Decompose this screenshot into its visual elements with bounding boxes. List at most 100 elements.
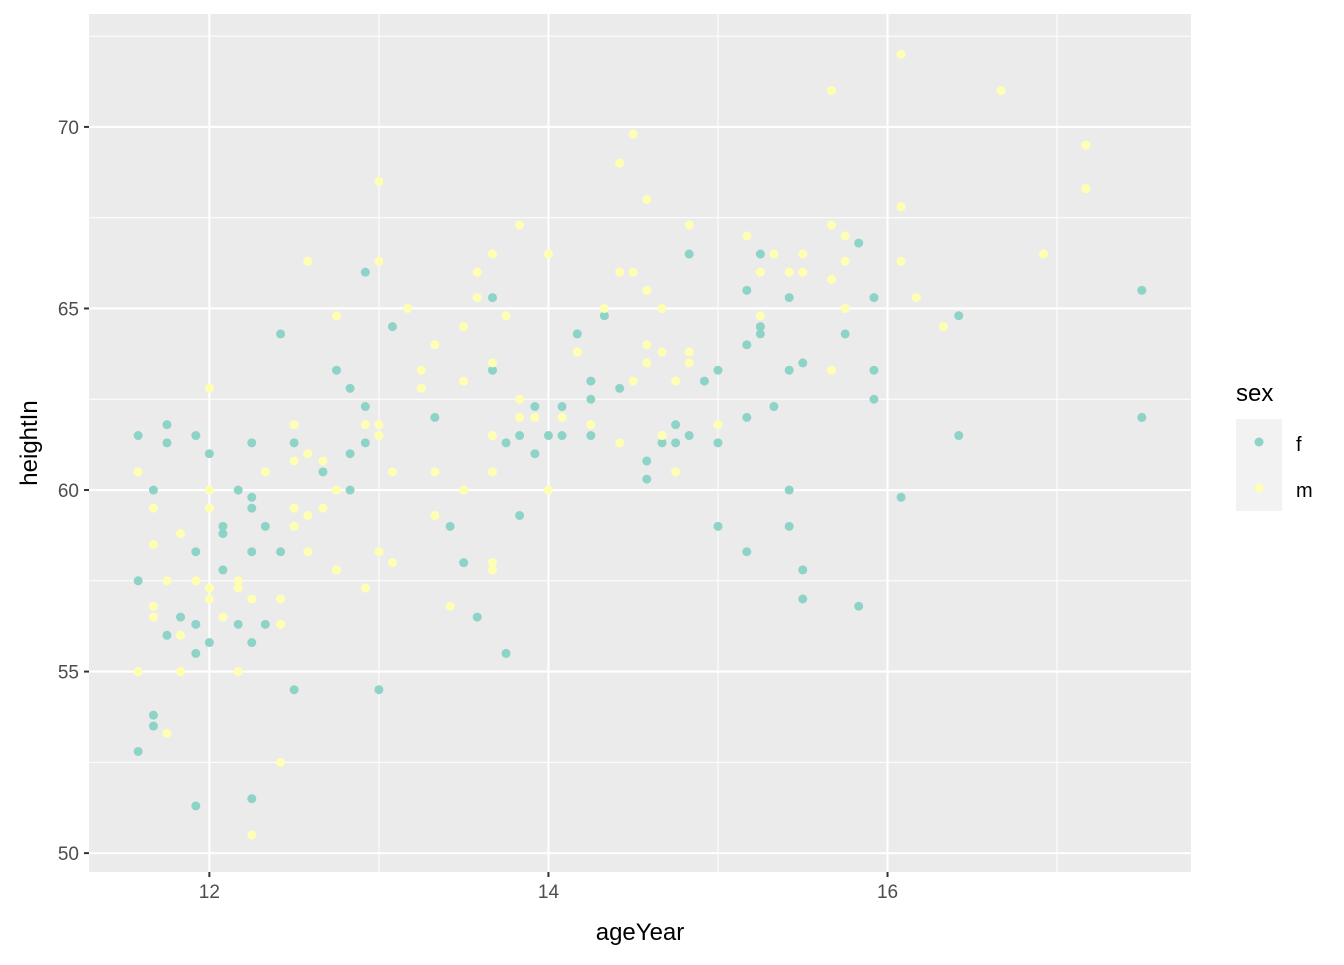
data-point-f — [162, 630, 172, 640]
data-point-m — [628, 129, 638, 139]
data-point-m — [276, 619, 286, 629]
data-point-f — [148, 485, 158, 495]
data-point-m — [755, 267, 765, 277]
data-point-m — [459, 485, 469, 495]
data-point-m — [911, 293, 921, 303]
data-point-m — [289, 420, 299, 430]
data-point-m — [233, 576, 243, 586]
data-point-m — [684, 220, 694, 230]
data-point-f — [191, 801, 201, 811]
data-point-f — [276, 329, 286, 339]
data-point-f — [133, 746, 143, 756]
data-point-m — [642, 340, 652, 350]
data-point-m — [360, 420, 370, 430]
data-point-m — [530, 412, 540, 422]
data-point-f — [586, 431, 596, 441]
data-point-m — [204, 485, 214, 495]
data-point-f — [896, 492, 906, 502]
data-point-m — [289, 456, 299, 466]
data-point-f — [247, 547, 257, 557]
legend-key-f — [1254, 437, 1264, 447]
x-tick-label: 12 — [199, 882, 220, 903]
y-tick-label: 50 — [58, 844, 79, 865]
data-point-m — [515, 220, 525, 230]
data-point-f — [515, 510, 525, 520]
data-point-f — [247, 438, 257, 448]
data-point-m — [387, 558, 397, 568]
data-point-m — [827, 220, 837, 230]
data-point-m — [557, 412, 567, 422]
data-point-m — [827, 86, 837, 96]
data-point-f — [289, 438, 299, 448]
data-point-f — [218, 521, 228, 531]
data-point-f — [642, 456, 652, 466]
data-point-m — [416, 365, 426, 375]
data-point-f — [840, 329, 850, 339]
data-point-f — [260, 521, 270, 531]
data-point-f — [798, 565, 808, 575]
data-point-m — [742, 231, 752, 241]
y-tick-label: 70 — [58, 118, 79, 139]
data-point-f — [191, 619, 201, 629]
data-point-m — [374, 176, 384, 186]
data-point-m — [260, 467, 270, 477]
data-point-m — [896, 256, 906, 266]
data-point-m — [332, 565, 342, 575]
data-point-m — [430, 510, 440, 520]
data-point-m — [1081, 184, 1091, 194]
data-point-m — [459, 376, 469, 386]
data-point-m — [488, 558, 498, 568]
data-point-m — [318, 456, 328, 466]
data-point-f — [218, 565, 228, 575]
data-point-m — [176, 529, 186, 539]
data-point-m — [671, 467, 681, 477]
data-point-f — [699, 376, 709, 386]
data-point-m — [642, 285, 652, 295]
legend-key-background — [1236, 419, 1282, 511]
data-point-m — [515, 394, 525, 404]
data-point-m — [657, 303, 667, 313]
data-point-m — [387, 467, 397, 477]
data-point-f — [204, 638, 214, 648]
data-point-m — [572, 347, 582, 357]
y-tick-label: 65 — [58, 299, 79, 320]
data-point-m — [938, 322, 948, 332]
data-point-f — [332, 365, 342, 375]
data-point-m — [615, 158, 625, 168]
data-point-m — [543, 485, 553, 495]
data-point-f — [755, 322, 765, 332]
data-point-f — [148, 710, 158, 720]
data-point-f — [501, 648, 511, 658]
data-point-f — [247, 492, 257, 502]
data-point-m — [628, 267, 638, 277]
data-point-m — [445, 601, 455, 611]
x-tick-label: 14 — [538, 882, 560, 903]
data-point-f — [713, 521, 723, 531]
data-point-f — [445, 521, 455, 531]
data-point-f — [742, 340, 752, 350]
data-point-f — [148, 721, 158, 731]
data-point-f — [713, 365, 723, 375]
data-point-m — [148, 539, 158, 549]
x-axis-label: ageYear — [596, 919, 685, 946]
data-point-f — [472, 612, 482, 622]
legend-key-m — [1254, 483, 1264, 493]
data-point-f — [247, 503, 257, 513]
data-point-f — [798, 594, 808, 604]
data-point-m — [615, 267, 625, 277]
data-point-f — [586, 394, 596, 404]
grid — [89, 14, 1191, 872]
data-point-m — [133, 667, 143, 677]
data-point-f — [755, 329, 765, 339]
data-point-m — [628, 376, 638, 386]
data-point-m — [642, 358, 652, 368]
data-point-f — [954, 311, 964, 321]
data-point-f — [543, 431, 553, 441]
data-point-f — [642, 474, 652, 484]
data-point-f — [191, 648, 201, 658]
data-point-m — [233, 583, 243, 593]
data-point-m — [303, 547, 313, 557]
data-point-m — [148, 601, 158, 611]
data-point-m — [204, 594, 214, 604]
data-point-m — [403, 303, 413, 313]
